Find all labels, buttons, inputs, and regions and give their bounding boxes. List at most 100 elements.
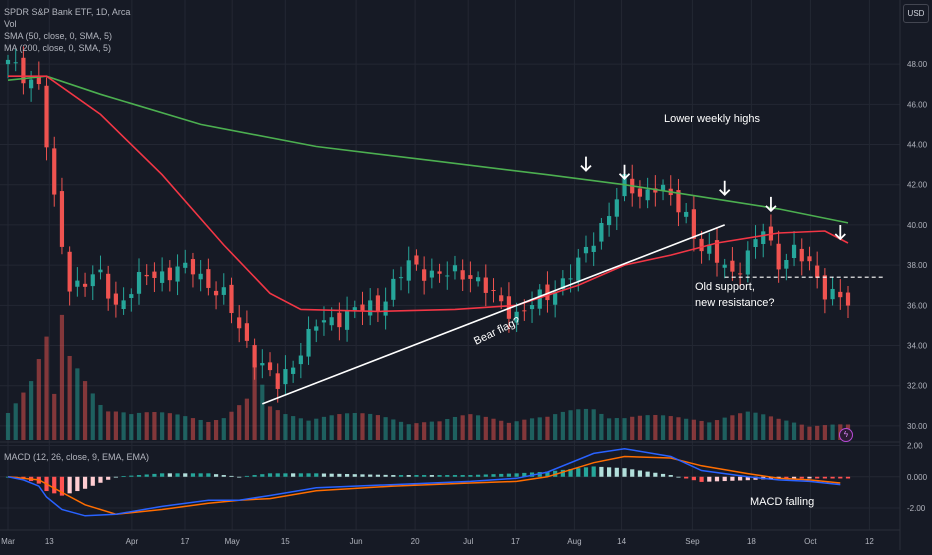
macd-histogram-bar <box>445 475 450 477</box>
moving-averages <box>7 75 849 313</box>
volume-bar <box>213 420 219 440</box>
candle-body <box>283 369 288 385</box>
macd-histogram-bar <box>583 467 589 477</box>
macd-histogram-bar <box>452 475 458 477</box>
macd-histogram-bar <box>106 476 111 480</box>
time-axis-label: Oct <box>804 537 817 546</box>
volume-indicator-label[interactable]: Vol <box>4 19 17 29</box>
macd-histogram-bar <box>321 473 327 477</box>
volume-bar <box>460 415 465 440</box>
new-resistance-label: new resistance? <box>695 297 775 309</box>
volume-bar <box>560 411 565 440</box>
volume-bar <box>545 416 550 440</box>
volume-bar <box>630 416 635 440</box>
volume-bar <box>183 416 188 440</box>
alert-bolt-icon[interactable]: ϟ <box>839 428 853 442</box>
time-axis-label: 18 <box>747 537 756 546</box>
candle-body <box>306 328 311 357</box>
volume-bar <box>452 416 458 440</box>
volume-bar <box>314 418 319 440</box>
candle-body <box>784 260 789 269</box>
macd-histogram-bar <box>160 473 165 477</box>
macd-histogram-bar <box>221 475 226 477</box>
candle-body <box>445 275 450 277</box>
time-axis-label: 20 <box>411 537 420 546</box>
volume-bar <box>553 414 558 440</box>
candle-body <box>113 293 118 305</box>
macd-histogram-bar <box>591 466 596 477</box>
volume-bar <box>499 420 504 440</box>
volume-bar <box>360 413 365 440</box>
volume-bar <box>514 421 519 440</box>
arrow-down-icon <box>618 164 631 180</box>
candle-body <box>645 189 650 201</box>
macd-histogram-bar <box>599 466 604 477</box>
candle-body <box>475 277 481 282</box>
volume-bar <box>206 421 211 440</box>
macd-histogram-bar <box>344 474 350 477</box>
candle-body <box>344 310 350 330</box>
candle-body <box>368 300 373 316</box>
currency-button[interactable]: USD <box>903 4 929 23</box>
volume-bar <box>429 421 434 440</box>
macd-histogram-bar <box>468 475 473 477</box>
macd-histogram-bar <box>368 474 373 477</box>
macd-histogram-bar <box>252 475 257 477</box>
volume-bar <box>190 418 196 440</box>
volume-bar <box>414 423 419 440</box>
volume-bar <box>260 384 265 440</box>
macd-histogram-bar <box>460 475 465 477</box>
macd-histogram-bar <box>637 470 643 477</box>
macd-indicator-label[interactable]: MACD (12, 26, close, 9, EMA, EMA) <box>4 452 150 462</box>
price-axis-label: 42.00 <box>907 181 928 190</box>
macd-axis-label: 2.00 <box>907 442 923 451</box>
macd-histogram-bar <box>398 475 404 477</box>
macd-histogram-bar <box>838 476 843 479</box>
time-axis-label: Aug <box>567 537 581 546</box>
macd-histogram-bar <box>437 475 442 477</box>
macd-histogram-bar <box>90 476 95 486</box>
candle-body <box>599 223 604 242</box>
macd-histogram-bar <box>514 473 519 477</box>
volume-bar <box>576 409 581 440</box>
time-axis-label: 17 <box>511 537 520 546</box>
volume-bar <box>422 422 427 440</box>
time-axis-label: Mar <box>1 537 15 546</box>
volume-bar <box>368 413 373 440</box>
candle-body <box>483 277 488 293</box>
volume-bar <box>113 411 118 440</box>
candle-body <box>213 290 219 296</box>
macd-histogram-bar <box>291 473 296 477</box>
volume-bar <box>291 416 296 440</box>
volume-bar <box>468 414 473 440</box>
candle-body <box>460 270 465 280</box>
candle-body <box>237 317 242 329</box>
macd-histogram-bar <box>668 475 673 477</box>
macd-histogram-bar <box>391 475 396 477</box>
time-axis-label: 15 <box>281 537 290 546</box>
candle-body <box>67 251 72 292</box>
volume-bar <box>160 412 165 440</box>
volume-bar <box>607 418 612 440</box>
candle-body <box>576 257 581 281</box>
volume-bar <box>98 404 103 440</box>
ma200-indicator-label[interactable]: MA (200, close, 0, SMA, 5) <box>4 43 112 53</box>
candle-body <box>406 260 411 281</box>
sma50-indicator-label[interactable]: SMA (50, close, 0, SMA, 5) <box>4 31 113 41</box>
symbol-title[interactable]: SPDR S&P Bank ETF, 1D, Arca <box>4 7 131 17</box>
candle-body <box>106 273 111 299</box>
candle-body <box>591 245 596 252</box>
candle-body <box>121 300 126 310</box>
volume-bar <box>537 417 542 440</box>
macd-histogram-bar <box>630 469 635 477</box>
macd-histogram-bar <box>406 475 411 477</box>
volume-bar <box>483 416 488 440</box>
macd-histogram-bar <box>144 474 149 477</box>
volume-bar <box>668 416 673 440</box>
volume-bar <box>776 418 781 440</box>
volume-bar <box>267 406 273 440</box>
macd-histogram-bar <box>67 476 72 494</box>
macd-histogram-bar <box>784 476 789 479</box>
